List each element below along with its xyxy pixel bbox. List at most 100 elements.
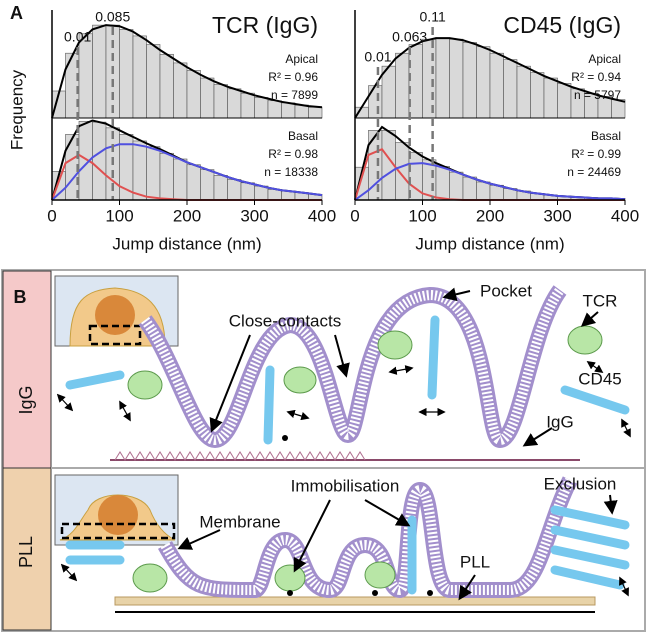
hist-bar — [240, 92, 255, 119]
hist-bar — [267, 100, 282, 119]
r-squared: R² = 0.98 — [268, 147, 318, 161]
hist-bar — [368, 85, 383, 119]
sample-size: n = 5797 — [574, 88, 621, 102]
hist-bar — [422, 38, 437, 119]
fit-curve — [354, 37, 626, 119]
hist-bar — [395, 52, 410, 119]
row-tab — [2, 467, 52, 631]
fit-curve — [51, 143, 323, 201]
hist-bar — [186, 70, 201, 119]
hist-bar — [503, 59, 518, 119]
r-squared: R² = 0.99 — [571, 147, 621, 161]
hist-bar — [395, 142, 410, 201]
annotation: Exclusion — [544, 474, 617, 493]
membrane-core — [140, 287, 565, 446]
quantile-label: 0.01 — [64, 29, 91, 45]
hist-bar — [213, 84, 228, 119]
quantile-label: 0.01 — [364, 49, 391, 65]
hist-bar — [516, 65, 531, 119]
mobility-arrows — [56, 361, 631, 597]
annotation: PLL — [460, 552, 490, 571]
hist-bar — [132, 140, 147, 201]
hist-bar — [449, 38, 464, 119]
nucleus — [98, 495, 138, 535]
hist-bar — [435, 166, 450, 201]
x-tick-label: 300 — [543, 206, 571, 225]
pll-layer — [114, 596, 596, 606]
hist-bar — [200, 169, 215, 201]
anchor-marks — [282, 435, 433, 596]
hist-bar — [159, 152, 174, 201]
hist-bar — [213, 175, 228, 201]
fit-curve — [354, 162, 626, 201]
hist-bar — [462, 176, 477, 201]
quantile-label: 0.063 — [392, 29, 427, 45]
x-tick-label: 0 — [350, 206, 359, 225]
panel-name: Apical — [285, 52, 318, 66]
annotation: Pocket — [480, 281, 532, 300]
hist-bar — [476, 181, 491, 201]
hist-bar — [308, 106, 323, 119]
quantile-label: 0.11 — [420, 9, 446, 25]
cd45-proteins — [65, 315, 630, 595]
x-axis-label: Jump distance (nm) — [415, 234, 564, 253]
panel-name: Apical — [588, 52, 621, 66]
hist-bar — [611, 99, 626, 119]
tcr-proteins — [127, 325, 603, 593]
quantile-label: 0.085 — [95, 9, 130, 25]
hist-bar — [78, 33, 93, 119]
hist-bar — [240, 182, 255, 201]
hist-bar — [267, 189, 282, 201]
panel-name: Basal — [591, 129, 621, 143]
hist-bar — [449, 171, 464, 201]
hist-bar — [408, 44, 423, 119]
chart-title: CD45 (IgG) — [503, 12, 621, 38]
sample-size: n = 7899 — [271, 88, 318, 102]
row-tab — [2, 270, 52, 469]
panel-b: B IgG Pocket Close-contacts TCR CD45 IgG PLL Imm… — [1, 269, 646, 632]
hist-bar — [186, 164, 201, 201]
hist-bar — [146, 146, 161, 201]
x-tick-label: 300 — [240, 206, 268, 225]
hist-bar — [132, 35, 147, 119]
sample-size: n = 24469 — [567, 165, 621, 179]
igg-molecules — [114, 451, 366, 461]
r-squared: R² = 0.96 — [268, 70, 318, 84]
hist-bar — [476, 46, 491, 119]
x-tick-label: 400 — [308, 206, 336, 225]
hist-bar — [281, 102, 296, 119]
hist-bar — [489, 184, 504, 201]
hist-bar — [119, 29, 134, 119]
hist-bar — [557, 83, 572, 119]
x-tick-label: 200 — [476, 206, 504, 225]
annotation: TCR — [583, 291, 618, 310]
annotation: CD45 — [578, 369, 621, 388]
fit-curve — [51, 24, 323, 119]
membrane-core — [160, 477, 575, 596]
x-tick-label: 0 — [47, 206, 56, 225]
label-arrows — [177, 287, 618, 601]
nucleus — [95, 295, 135, 335]
hist-bar — [462, 42, 477, 119]
panel-name: Basal — [288, 129, 318, 143]
hist-bar — [200, 77, 215, 119]
x-tick-label: 100 — [105, 206, 133, 225]
panel-label: A — [10, 3, 23, 23]
row-label: IgG — [16, 385, 36, 414]
x-axis-label: Jump distance (nm) — [112, 234, 261, 253]
x-tick-label: 100 — [408, 206, 436, 225]
hist-bar — [489, 52, 504, 119]
hist-bar — [530, 72, 545, 119]
hist-bar — [173, 62, 188, 119]
zoom-box — [60, 522, 176, 540]
hist-bar — [294, 104, 309, 119]
panel-label: B — [14, 287, 27, 307]
hist-bar — [227, 88, 242, 119]
hist-bar — [435, 37, 450, 119]
annotation: Membrane — [199, 512, 280, 531]
x-tick-label: 200 — [173, 206, 201, 225]
r-squared: R² = 0.94 — [571, 70, 621, 84]
annotation: Close-contacts — [229, 311, 341, 330]
hist-bar — [543, 77, 558, 119]
